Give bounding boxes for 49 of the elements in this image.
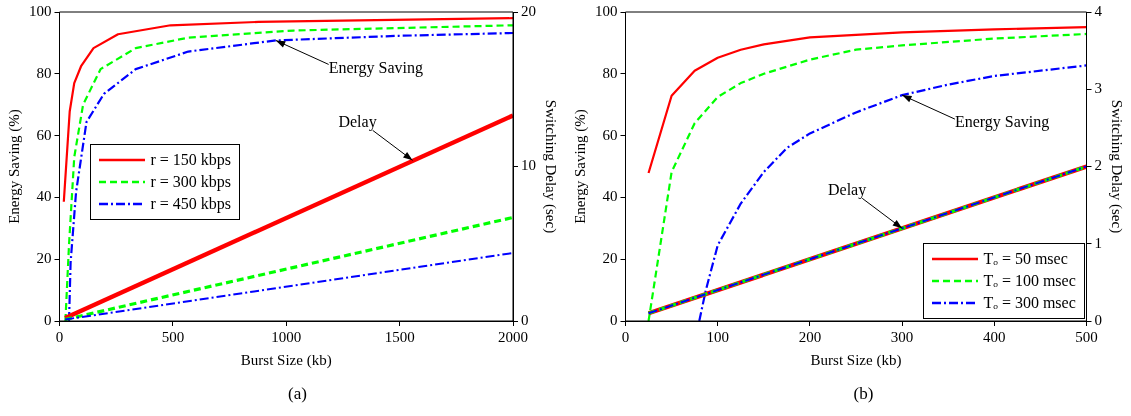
x-tick-label: 1000 <box>271 328 302 345</box>
y2-axis-title: Switching Delay (sec) <box>1108 99 1126 234</box>
y2-tick-label: 10 <box>521 157 536 174</box>
y-tick-label: 0 <box>610 311 618 328</box>
annotation: Energy Saving <box>954 113 1050 132</box>
legend-label: r = 150 kbps <box>150 150 232 169</box>
annotation: Delay <box>338 112 377 131</box>
y2-tick-label: 3 <box>1094 80 1102 97</box>
x-tick-label: 1500 <box>384 328 415 345</box>
y-tick-label: 40 <box>602 188 618 205</box>
x-tick-label: 200 <box>798 328 822 345</box>
x-tick-label: 2000 <box>498 328 528 345</box>
y2-axis-title: Switching Delay (sec) <box>542 99 560 234</box>
y2-tick-label: 0 <box>1094 311 1102 328</box>
text: (a) <box>287 384 308 404</box>
legend-label: Tₒ = 100 msec <box>983 272 1076 290</box>
y-tick-label: 80 <box>36 64 52 81</box>
y-tick-label: 60 <box>36 126 52 143</box>
x-tick-label: 500 <box>161 328 185 345</box>
legend-label: Tₒ = 50 msec <box>983 250 1068 268</box>
y-tick-label: 60 <box>602 126 618 143</box>
y-tick-label: 0 <box>44 311 52 328</box>
y-tick-label: 20 <box>36 250 52 267</box>
y-tick-label: 100 <box>29 2 52 19</box>
x-axis-title: Burst Size (kb) <box>240 351 332 369</box>
y-tick-label: 20 <box>602 250 618 267</box>
y2-tick-label: 1 <box>1094 234 1102 251</box>
y-tick-label: 80 <box>602 64 618 81</box>
y-axis-title: Energy Saving (%) <box>5 109 23 224</box>
x-tick-label: 500 <box>1075 328 1098 345</box>
annotation: Energy Saving <box>328 58 423 77</box>
x-tick-label: 300 <box>890 328 914 345</box>
legend-label: Tₒ = 300 msec <box>983 294 1076 312</box>
y-tick-label: 100 <box>595 2 618 19</box>
y-axis-title: Energy Saving (%) <box>571 109 589 224</box>
x-tick-label: 400 <box>983 328 1006 345</box>
legend-label: r = 300 kbps <box>150 172 232 191</box>
y2-tick-label: 4 <box>1094 2 1103 19</box>
annotation: Delay <box>828 180 867 199</box>
y2-tick-label: 20 <box>521 2 536 19</box>
text: (b) <box>852 384 875 404</box>
x-tick-label: 0 <box>621 328 630 345</box>
y2-tick-label: 0 <box>521 311 529 328</box>
x-tick-label: 0 <box>55 328 64 345</box>
legend-label: r = 450 kbps <box>150 194 232 213</box>
y-tick-label: 40 <box>36 188 52 205</box>
y2-tick-label: 2 <box>1094 157 1102 174</box>
x-axis-title: Burst Size (kb) <box>810 351 902 369</box>
x-tick-label: 100 <box>706 328 729 345</box>
